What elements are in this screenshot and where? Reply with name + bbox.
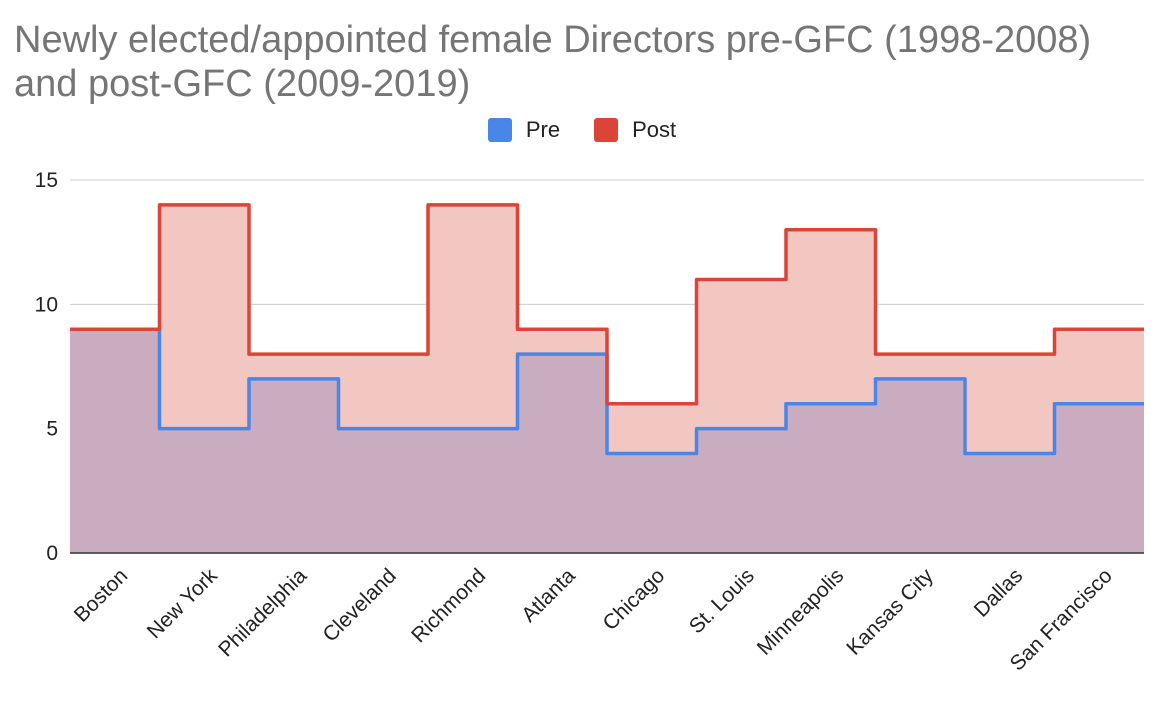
y-tick-label-15: 15 (35, 169, 58, 192)
y-tick-label-5: 5 (46, 418, 58, 441)
legend-label-pre: Pre (525, 117, 561, 142)
x-tick-label: Boston (70, 564, 133, 627)
x-tick-label: Cleveland (318, 564, 400, 646)
x-tick-label: Atlanta (517, 564, 580, 627)
x-tick-label: Minneapolis (753, 564, 849, 660)
chart-title: Newly elected/appointed female Directors… (14, 19, 1092, 105)
legend: Pre Post (0, 117, 1164, 143)
legend-swatch-post (594, 118, 619, 142)
x-tick-label: Richmond (407, 564, 490, 647)
legend-label-post: Post (632, 117, 677, 142)
x-tick-label: Philadelphia (214, 564, 311, 661)
x-tick-label: St. Louis (685, 564, 759, 638)
post-line (70, 203, 1144, 406)
legend-swatch-pre (487, 118, 512, 142)
x-tick-label: Kansas City (842, 564, 938, 660)
x-tick-label: Dallas (970, 564, 1028, 622)
y-tick-label-0: 0 (46, 542, 58, 565)
y-tick-label-10: 10 (35, 293, 58, 316)
x-tick-label: Chicago (599, 564, 670, 635)
pre-line (70, 327, 1144, 456)
legend-item-post[interactable]: Post (594, 117, 676, 143)
legend-item-pre[interactable]: Pre (487, 117, 561, 143)
x-tick-label: New York (143, 564, 222, 643)
